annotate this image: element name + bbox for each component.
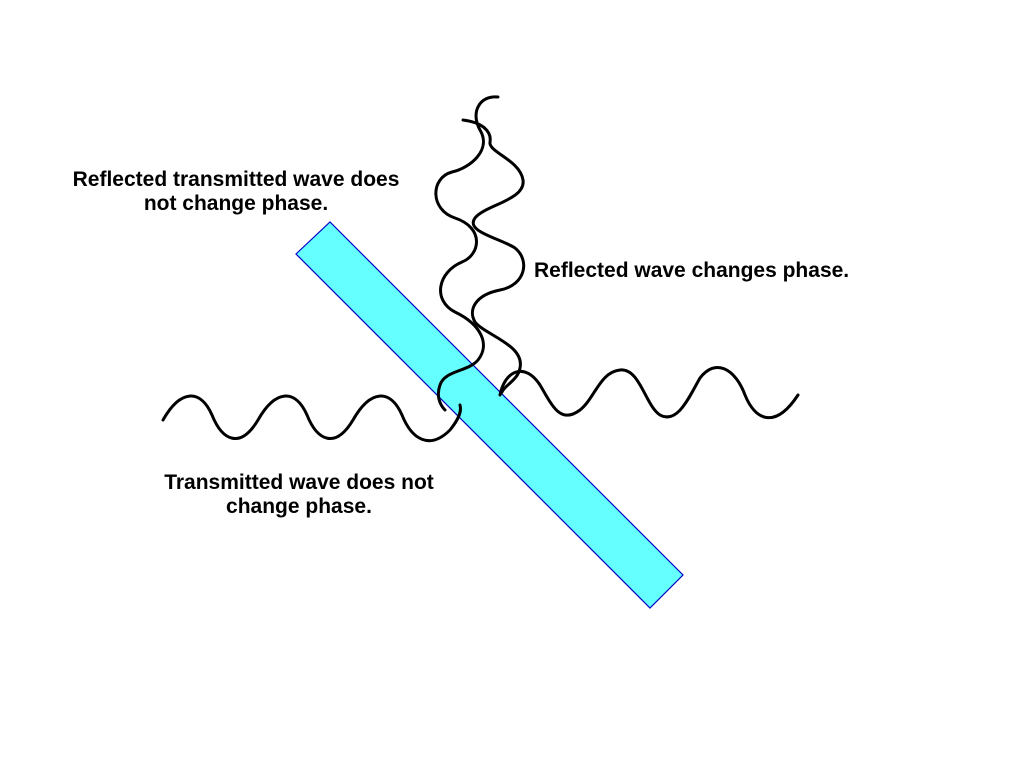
right-horizontal-wave <box>498 366 800 419</box>
reflected-transmitted-label: Reflected transmitted wave does not chan… <box>40 168 432 216</box>
transmitted-label-line1: Transmitted wave does not <box>164 471 434 494</box>
reflected-label: Reflected wave changes phase. <box>534 259 849 283</box>
beam-splitter-slab <box>295 221 684 609</box>
reflected-transmitted-vertical-wave <box>434 95 500 412</box>
reflected-vertical-wave <box>461 118 526 394</box>
reflected-label-text: Reflected wave changes phase. <box>534 259 850 282</box>
left-horizontal-wave <box>161 394 462 443</box>
reflected-transmitted-label-line1: Reflected transmitted wave does <box>72 168 400 191</box>
reflected-transmitted-label-line2: not change phase. <box>143 192 329 215</box>
transmitted-label: Transmitted wave does not change phase. <box>140 471 458 519</box>
transmitted-label-line2: change phase. <box>226 495 372 518</box>
